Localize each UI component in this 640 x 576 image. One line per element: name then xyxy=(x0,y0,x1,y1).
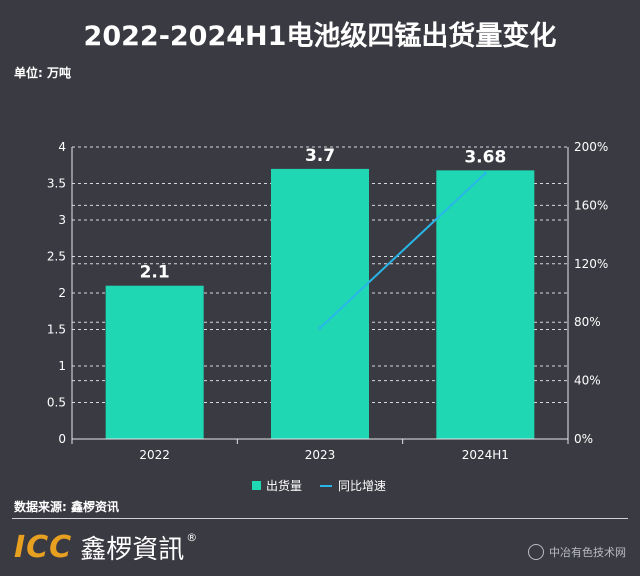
bar xyxy=(105,285,204,439)
left-tick-label: 3 xyxy=(58,213,66,227)
category-label: 2024H1 xyxy=(462,448,509,462)
right-tick-label: 80% xyxy=(574,315,601,329)
icc-logo: ICC 鑫椤資訊 ® xyxy=(14,527,197,567)
bar-value-label: 2.1 xyxy=(140,263,170,283)
legend-label-line: 同比增速 xyxy=(338,479,386,493)
legend-swatch-bar xyxy=(252,481,261,490)
left-tick-label: 2.5 xyxy=(47,250,66,264)
left-tick-label: 1 xyxy=(58,359,66,373)
left-tick-label: 0 xyxy=(58,432,66,446)
logo-registered-mark: ® xyxy=(186,530,198,544)
left-tick-label: 0.5 xyxy=(47,396,66,410)
logo-cn-text: 鑫椤資訊 xyxy=(80,534,185,565)
right-tick-label: 120% xyxy=(574,257,608,271)
category-label: 2022 xyxy=(139,448,170,462)
left-tick-label: 1.5 xyxy=(47,323,66,337)
right-tick-label: 0% xyxy=(574,432,593,446)
legend-label-bar: 出货量 xyxy=(266,478,302,493)
bar xyxy=(436,170,535,440)
category-label: 2023 xyxy=(305,448,336,462)
chart-title: 2022-2024H1电池级四锰出货量变化 xyxy=(83,21,557,52)
right-tick-label: 200% xyxy=(574,140,608,154)
bar-value-label: 3.68 xyxy=(464,147,506,167)
site-logo-icon xyxy=(528,544,544,560)
line-series xyxy=(318,171,487,330)
unit-label: 单位: 万吨 xyxy=(14,66,71,80)
legend: 出货量 同比增速 xyxy=(252,478,386,493)
left-tick-label: 4 xyxy=(58,140,66,154)
growth-point xyxy=(483,171,487,175)
site-watermark-text: 中冶有色技术网 xyxy=(549,546,626,559)
growth-line xyxy=(319,172,487,329)
chart-svg: 2.13.7 3.68 00.511.522.533.540%40%80%120%… xyxy=(47,140,608,493)
logo-icc-text: ICC xyxy=(14,529,73,565)
growth-point xyxy=(318,326,322,330)
footer-divider xyxy=(12,518,628,519)
site-watermark: 中冶有色技术网 xyxy=(528,544,626,560)
left-tick-label: 2 xyxy=(58,286,66,300)
bar-value-label: 3.7 xyxy=(305,146,335,166)
bar-series xyxy=(105,168,535,440)
bar xyxy=(271,168,369,439)
right-tick-label: 160% xyxy=(574,198,608,212)
right-tick-label: 40% xyxy=(574,374,601,388)
source-label: 数据来源: 鑫椤资讯 xyxy=(14,500,119,514)
left-tick-label: 3.5 xyxy=(47,177,66,191)
bar-value-labels: 2.1 3.7 3.68 xyxy=(140,146,507,283)
axes: 00.511.522.533.540%40%80%120%160%200%202… xyxy=(47,140,608,462)
